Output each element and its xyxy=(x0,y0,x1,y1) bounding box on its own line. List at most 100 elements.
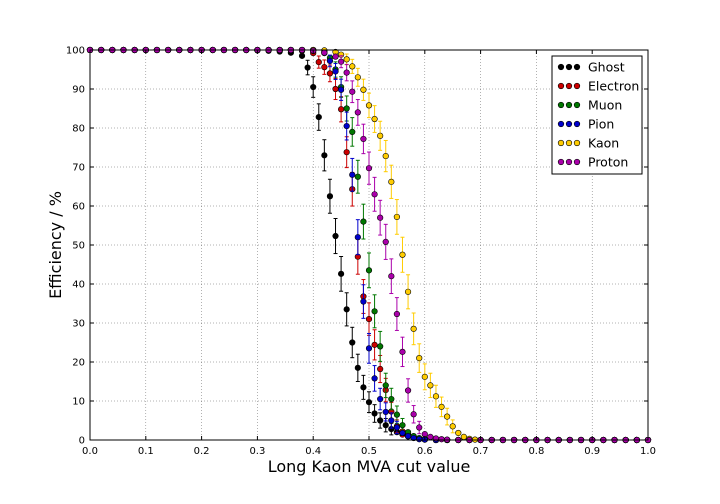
data-point xyxy=(388,417,395,424)
y-tick-label: 100 xyxy=(66,46,85,57)
data-point xyxy=(332,232,339,240)
data-point xyxy=(410,411,417,418)
y-tick-label: 20 xyxy=(72,358,85,369)
data-point xyxy=(349,339,356,346)
data-point xyxy=(360,384,367,391)
data-point xyxy=(354,234,361,241)
y-tick-label: 80 xyxy=(72,124,85,135)
data-point xyxy=(404,288,412,295)
data-point xyxy=(326,193,334,200)
data-point xyxy=(365,165,373,172)
y-tick-label: 50 xyxy=(72,241,85,252)
data-point xyxy=(438,403,445,410)
data-point xyxy=(371,410,378,417)
data-point xyxy=(377,395,384,403)
legend-marker xyxy=(557,158,565,166)
legend-marker xyxy=(573,82,581,90)
data-point xyxy=(332,85,339,93)
legend-label: Proton xyxy=(588,155,628,170)
data-point xyxy=(438,436,445,443)
data-point xyxy=(354,364,361,371)
data-point xyxy=(371,375,378,382)
data-point xyxy=(393,310,401,318)
legend-label: Ghost xyxy=(588,60,625,75)
y-axis-title: Efficiency / % xyxy=(46,191,65,299)
data-point xyxy=(382,408,389,416)
data-point xyxy=(399,348,406,355)
data-point xyxy=(416,424,423,431)
data-point xyxy=(399,251,406,258)
x-tick-label: 0.5 xyxy=(361,446,377,457)
x-tick-label: 0.7 xyxy=(473,446,489,457)
data-point xyxy=(399,429,406,437)
data-point xyxy=(338,106,345,113)
y-tick-label: 90 xyxy=(72,85,85,96)
x-tick-label: 0.6 xyxy=(417,446,433,457)
data-point xyxy=(399,422,406,429)
legend-marker xyxy=(557,63,565,71)
data-point xyxy=(365,102,373,109)
data-point xyxy=(338,86,345,93)
legend-marker xyxy=(557,82,565,90)
legend: Ghost Electron Muon Pion Kaon Proton xyxy=(551,55,643,175)
data-point xyxy=(349,88,356,95)
data-point xyxy=(410,325,417,332)
data-point xyxy=(349,128,356,135)
y-tick-label: 10 xyxy=(72,397,85,408)
data-point xyxy=(393,424,401,431)
x-tick-label: 0.1 xyxy=(138,446,154,457)
data-point xyxy=(326,57,334,65)
data-point xyxy=(315,58,322,66)
data-point xyxy=(365,267,373,274)
x-tick-label: 0.9 xyxy=(584,446,600,457)
data-point xyxy=(338,58,345,65)
data-point xyxy=(338,270,345,277)
y-tick-label: 0 xyxy=(79,436,85,447)
legend-marker xyxy=(565,120,573,128)
x-axis-title: Long Kaon MVA cut value xyxy=(268,457,471,476)
data-point xyxy=(388,395,395,403)
legend-marker xyxy=(565,158,573,166)
data-point xyxy=(354,109,361,116)
x-tick-label: 0.4 xyxy=(305,446,321,457)
data-point xyxy=(460,433,467,440)
data-point xyxy=(393,411,401,418)
y-tick-label: 30 xyxy=(72,319,85,330)
data-point xyxy=(371,191,378,198)
data-point xyxy=(360,298,367,305)
data-point xyxy=(377,343,384,350)
legend-marker xyxy=(565,139,573,147)
legend-marker xyxy=(573,101,581,109)
data-point xyxy=(310,83,317,91)
legend-label: Kaon xyxy=(588,136,619,151)
data-point xyxy=(326,70,334,77)
x-tick-label: 0.8 xyxy=(528,446,544,457)
data-point xyxy=(298,52,306,59)
data-point xyxy=(371,341,378,348)
legend-marker xyxy=(557,101,565,109)
data-point xyxy=(343,69,350,76)
data-point xyxy=(427,433,434,440)
legend-label: Electron xyxy=(588,79,639,94)
data-point xyxy=(321,152,328,159)
data-point xyxy=(377,417,384,424)
data-point xyxy=(444,413,451,420)
data-point xyxy=(393,213,401,221)
data-point xyxy=(365,316,373,323)
y-tick-label: 70 xyxy=(72,163,85,174)
data-point xyxy=(315,113,322,121)
data-point xyxy=(371,115,378,123)
data-point xyxy=(349,63,356,70)
data-point xyxy=(365,399,373,406)
data-point xyxy=(404,433,412,440)
y-tick-label: 60 xyxy=(72,202,85,213)
data-point xyxy=(360,86,367,93)
data-point xyxy=(321,49,328,56)
legend-marker xyxy=(565,82,573,90)
data-point xyxy=(416,355,423,362)
legend-marker xyxy=(565,63,573,71)
data-point xyxy=(449,423,456,430)
x-tick-label: 0.2 xyxy=(194,446,210,457)
legend-marker xyxy=(573,158,581,166)
data-point xyxy=(371,308,378,315)
